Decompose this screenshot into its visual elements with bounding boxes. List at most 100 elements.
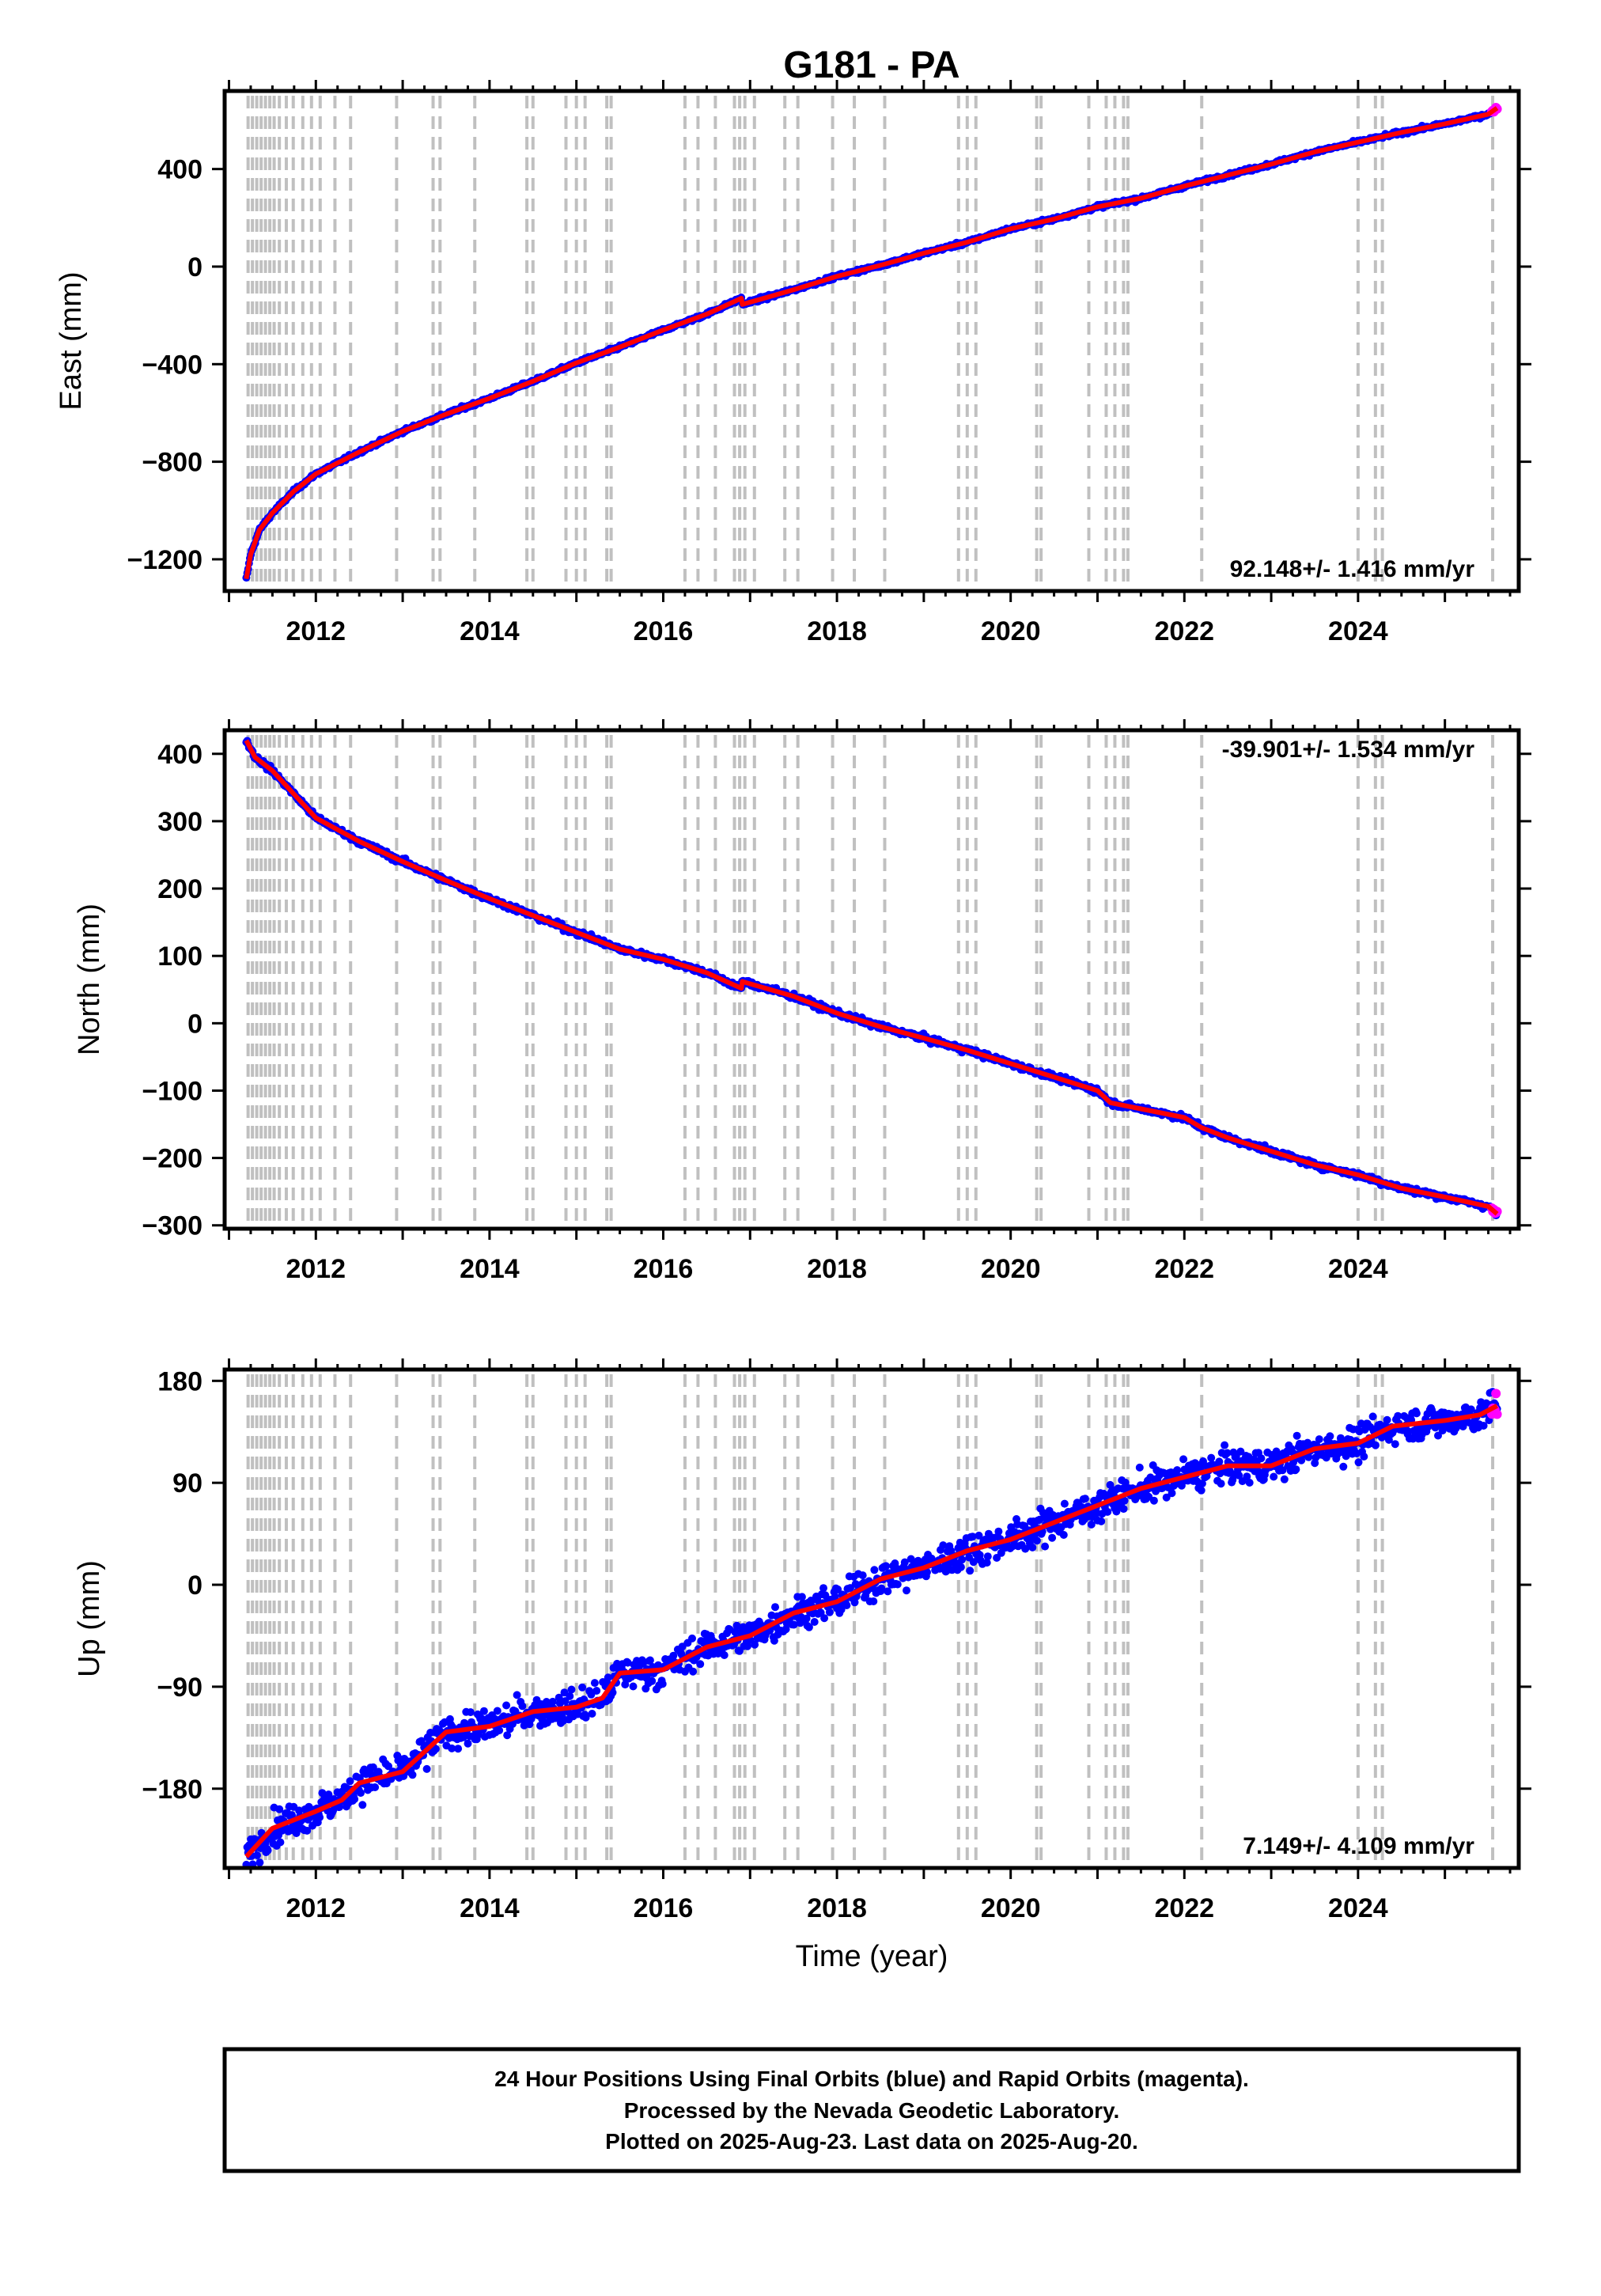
x-tick-label: 2022: [1154, 616, 1214, 646]
north-y-axis-label: North (mm): [73, 904, 106, 1055]
final-orbit-point: [303, 1826, 312, 1835]
y-tick-label: −300: [142, 1211, 202, 1241]
final-orbit-point: [346, 1777, 354, 1786]
final-orbit-point: [566, 1692, 574, 1700]
final-orbit-point: [503, 1731, 512, 1740]
final-orbit-point: [1434, 1431, 1442, 1440]
final-orbit-point: [1278, 1466, 1287, 1475]
north-model-line: [244, 739, 1499, 1216]
final-orbit-point: [1236, 1447, 1245, 1456]
final-orbit-point: [975, 1531, 983, 1540]
y-tick-label: −800: [142, 448, 202, 478]
final-orbit-point: [891, 1559, 899, 1567]
final-orbit-point: [371, 1783, 380, 1791]
final-orbit-point: [994, 1527, 1003, 1536]
final-orbit-point: [358, 1801, 367, 1809]
x-tick-label: 2016: [634, 1254, 694, 1284]
y-tick-label: 100: [157, 942, 202, 972]
final-orbit-point: [744, 1642, 751, 1650]
x-tick-label: 2020: [981, 1893, 1041, 1923]
final-orbit-point: [1106, 1480, 1115, 1489]
final-orbit-point: [292, 1829, 301, 1837]
final-orbit-point: [1354, 1458, 1363, 1467]
final-orbit-point: [1342, 1452, 1350, 1461]
final-orbit-point: [1215, 1457, 1224, 1466]
final-orbit-point: [900, 1558, 909, 1567]
final-orbit-point: [877, 1584, 886, 1593]
x-tick-label: 2016: [634, 1893, 694, 1923]
final-orbit-point: [592, 1687, 601, 1695]
x-tick-label: 2024: [1328, 1254, 1388, 1284]
final-orbit-point: [518, 1702, 527, 1711]
east-x-ticks: 2012 2014 2016 2018 2020 2022 2024: [227, 80, 1512, 646]
north-rate-label: -39.901+/- 1.534 mm/yr: [1222, 737, 1475, 763]
final-orbit-point: [1179, 1455, 1188, 1464]
x-axis-label: Time (year): [796, 1940, 948, 1973]
y-tick-label: 400: [157, 740, 202, 770]
final-orbit-point: [1372, 1441, 1380, 1449]
final-orbit-point: [316, 1813, 324, 1821]
final-orbit-point: [1280, 1475, 1289, 1483]
final-orbit-point: [870, 1566, 879, 1574]
x-tick-label: 2020: [981, 1254, 1041, 1284]
final-orbit-point: [1221, 1441, 1229, 1449]
final-orbit-point: [357, 1789, 365, 1798]
final-orbit-point: [629, 1682, 638, 1691]
final-orbit-point: [882, 1562, 891, 1570]
final-orbit-point: [1315, 1435, 1323, 1444]
final-orbit-point: [1383, 1415, 1391, 1424]
final-orbit-point: [850, 1598, 859, 1607]
final-orbit-point: [623, 1658, 632, 1667]
final-orbit-point: [479, 1707, 488, 1715]
north-x-ticks: 2012 2014 2016 2018 2020 2022 2024: [227, 719, 1512, 1284]
final-orbit-point: [966, 1567, 975, 1575]
final-orbit-point: [495, 1726, 504, 1735]
final-orbit-point: [893, 1580, 902, 1589]
final-orbit-point: [782, 1625, 790, 1634]
final-orbit-point: [789, 1620, 798, 1629]
final-orbit-point: [1394, 1411, 1402, 1420]
final-orbit-point: [1173, 1466, 1182, 1475]
final-orbit-point: [255, 1858, 264, 1867]
final-orbit-point: [958, 1555, 967, 1564]
x-tick-label: 2022: [1154, 1254, 1214, 1284]
final-orbit-point: [688, 1634, 696, 1642]
final-orbit-point: [621, 1680, 630, 1689]
final-orbit-point: [1119, 1505, 1128, 1514]
final-orbit-point: [1257, 1454, 1266, 1463]
final-orbit-point: [797, 1593, 806, 1601]
final-orbit-point: [1162, 1493, 1171, 1502]
final-orbit-point: [804, 1623, 813, 1631]
final-orbit-point: [1217, 1480, 1225, 1488]
final-orbit-point: [1028, 1543, 1037, 1552]
final-orbit-point: [696, 1660, 705, 1669]
y-tick-label: −90: [157, 1673, 202, 1703]
y-tick-label: 400: [157, 155, 202, 185]
final-orbit-point: [502, 1701, 511, 1710]
north-y-ticks: −300 −200 −100 0 100 200 300 400: [142, 740, 1531, 1241]
final-orbit-point: [1235, 1471, 1243, 1480]
final-orbit-point: [1243, 1472, 1251, 1481]
x-tick-label: 2014: [460, 1254, 520, 1284]
final-orbit-point: [903, 1586, 910, 1595]
final-orbit-point: [658, 1680, 667, 1688]
up-panel: 2012 2014 2016 2018 2020 2022 2024 −180 −90 0 90 18…: [73, 1358, 1531, 1923]
final-orbit-point: [608, 1688, 617, 1697]
x-tick-label: 2014: [460, 1893, 520, 1923]
y-tick-label: −200: [142, 1144, 202, 1174]
y-tick-label: −100: [142, 1076, 202, 1106]
final-orbit-point: [983, 1552, 992, 1561]
up-y-axis-label: Up (mm): [73, 1560, 106, 1677]
up-rate-label: 7.149+/- 4.109 mm/yr: [1243, 1833, 1474, 1859]
up-y-ticks: −180 −90 0 90 180: [142, 1366, 1531, 1805]
final-orbit-point: [1168, 1489, 1176, 1498]
east-model-line: [244, 106, 1499, 580]
y-tick-label: 0: [187, 1009, 202, 1039]
final-orbit-point: [1198, 1480, 1206, 1488]
final-orbit-point: [493, 1707, 501, 1715]
y-tick-label: −1200: [127, 545, 203, 575]
final-orbit-point: [1197, 1486, 1205, 1495]
final-orbit-point: [820, 1614, 829, 1623]
final-orbit-point: [1479, 1422, 1488, 1430]
